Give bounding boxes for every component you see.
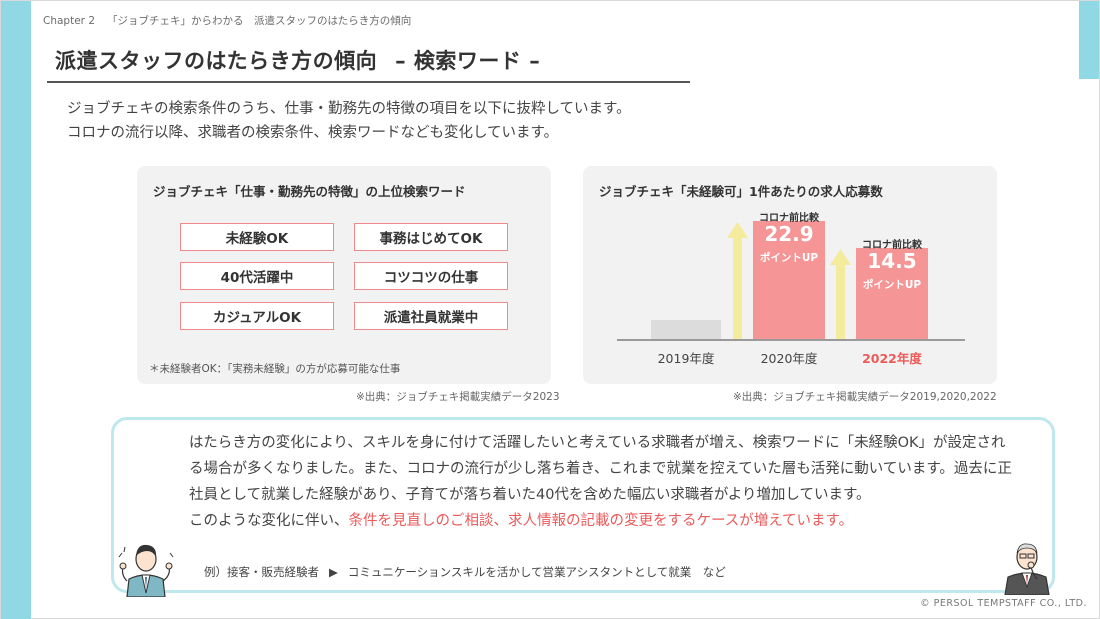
bar-2019 [651,320,721,339]
annotation-unit-2020: ポイントUP [759,252,819,264]
x-tick-label: 2019年度 [657,351,715,366]
chapter-title: 「ジョブチェキ」からわかる 派遣スタッフのはたらき方の傾向 [107,15,412,27]
chapter-header: Chapter 2 「ジョブチェキ」からわかる 派遣スタッフのはたらき方の傾向 [43,13,411,28]
callout-text: はたらき方の変化により、スキルを身に付けて活躍したいと考えている求職者が増え、検… [189,430,1019,534]
chart-panel: ジョブチェキ「未経験可」1件あたりの求人応募数 コロナ前比較 22.9 ポイント… [583,166,997,384]
summary-callout: はたらき方の変化により、スキルを身に付けて活躍したいと考えている求職者が増え、検… [111,417,1055,593]
annotation-label-2020: コロナ前比較 [759,213,819,224]
keywords-panel: ジョブチェキ「仕事・勤務先の特徴」の上位検索ワード 未経験OK 事務はじめてOK… [137,166,551,384]
bar-2022 [856,248,928,339]
annotation-value-2020: 22.9 [764,222,814,246]
elderly-man-illustration [1004,543,1050,595]
page-title-main: 派遣スタッフのはたらき方の傾向 [55,49,378,73]
chart-baseline [617,339,965,341]
keyword-box: カジュアルOK [180,302,334,330]
intro-text: ジョブチェキの検索条件のうち、仕事・勤務先の特徴の項目を以下に抜粋しています。 … [67,97,631,145]
keyword-box: 40代活躍中 [180,262,334,290]
intro-line-2: コロナの流行以降、求職者の検索条件、検索ワードなども変化しています。 [67,125,559,141]
page-title: 派遣スタッフのはたらき方の傾向 – 検索ワード – [55,45,540,75]
left-accent-bar [1,1,31,619]
example-text: コミュニケーションスキルを活かして営業アシスタントとして就業 など [347,565,726,579]
title-underline [47,81,690,83]
bar-2020 [753,221,825,339]
chart-panel-title: ジョブチェキ「未経験可」1件あたりの求人応募数 [599,184,883,199]
play-arrow-icon: ▶ [329,565,338,579]
callout-highlight-text: 条件を見直しのご相談、求人情報の記載の変更をするケースが増えています。 [348,513,854,529]
x-tick-label-highlight: 2022年度 [862,351,922,366]
keyword-box: 事務はじめてOK [354,223,508,251]
page-title-sub: – 検索ワード – [395,49,541,73]
callout-lead-text: このような変化に伴い、 [189,513,349,529]
keywords-note: ＊未経験者OK：「実務未経験」の方が応募可能な仕事 [149,363,401,375]
keywords-source: ※出典：ジョブチェキ掲載実績データ2023 [356,391,560,403]
annotation-label-2022: コロナ前比較 [862,240,922,251]
example-label: 例）接客・販売経験者 [204,565,319,579]
keywords-panel-title: ジョブチェキ「仕事・勤務先の特徴」の上位検索ワード [153,184,466,199]
chart-arrows [727,222,851,339]
arrow-up-icon [727,222,748,339]
intro-line-1: ジョブチェキの検索条件のうち、仕事・勤務先の特徴の項目を以下に抜粋しています。 [67,101,631,117]
chart-source: ※出典：ジョブチェキ掲載実績データ2019,2020,2022 [733,391,997,403]
callout-example: 例）接客・販売経験者 ▶ コミュニケーションスキルを活かして営業アシスタントとして就… [204,564,726,580]
chapter-number: Chapter 2 [43,15,95,27]
callout-main-text: はたらき方の変化により、スキルを身に付けて活躍したいと考えている求職者が増え、検… [189,435,1012,503]
young-man-illustration [118,544,174,597]
x-tick-label: 2020年度 [760,351,818,366]
right-accent-tab [1079,1,1099,79]
annotation-value-2022: 14.5 [867,249,917,273]
keyword-box: コツコツの仕事 [354,262,508,290]
keyword-box: 派遣社員就業中 [354,302,508,330]
annotation-unit-2022: ポイントUP [862,279,922,291]
keyword-box: 未経験OK [180,223,334,251]
arrow-up-icon [830,249,851,339]
copyright: © PERSOL TEMPSTAFF CO., LTD. [920,598,1087,609]
